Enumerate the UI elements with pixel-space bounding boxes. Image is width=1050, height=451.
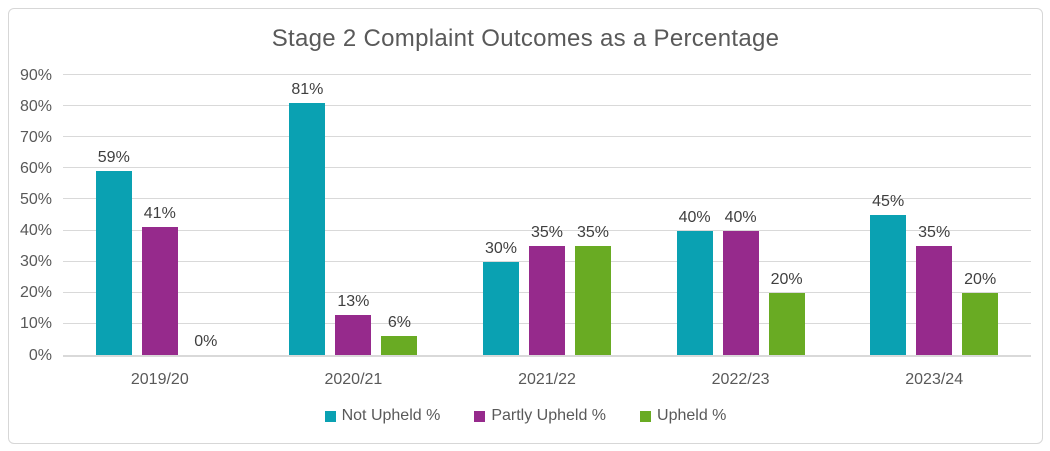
data-label: 0% (194, 333, 218, 350)
x-axis-label-2019-20: 2019/20 (130, 371, 189, 388)
x-axis-label-2023-24: 2023/24 (905, 371, 964, 388)
bar-cell: 41% (141, 205, 178, 355)
bar-group-2019-20: 59% 41% 0% (63, 77, 257, 355)
bar-cell: 30% (482, 239, 519, 355)
chart-card: Stage 2 Complaint Outcomes as a Percenta… (8, 8, 1043, 444)
bar-group-2022-23: 40% 40% 20% (644, 77, 838, 355)
y-tick-label-90: 90% (19, 66, 52, 84)
data-label: 13% (337, 292, 370, 310)
gridline-90 (63, 74, 1031, 75)
legend-label: Partly Upheld % (491, 407, 607, 424)
y-tick-label-40: 40% (19, 222, 52, 240)
bar-upheld-2020-21[interactable] (381, 336, 418, 355)
data-label: 20% (964, 270, 997, 288)
bar-cell: 81% (289, 81, 326, 355)
y-tick-label-60: 60% (19, 159, 52, 177)
legend-swatch-icon (474, 410, 486, 422)
bar-upheld-2021-22[interactable] (574, 246, 611, 355)
y-tick-label-0: 0% (28, 346, 52, 364)
chart-title: Stage 2 Complaint Outcomes as a Percenta… (271, 25, 780, 52)
y-tick-label-30: 30% (19, 253, 52, 271)
bar-not-upheld-2023-24[interactable] (870, 215, 907, 355)
bar-cell: 35% (916, 224, 953, 355)
x-axis-labels: 2019/20 2020/21 2021/22 2022/23 2023/24 (63, 371, 1031, 389)
bar-not-upheld-2022-23[interactable] (676, 230, 713, 355)
legend-label: Upheld % (657, 407, 727, 424)
bar-partly-upheld-2023-24[interactable] (916, 246, 953, 355)
bar-cell: 40% (722, 208, 759, 355)
data-label: 41% (143, 205, 176, 223)
bar-group-2021-22: 30% 35% 35% (450, 77, 644, 355)
bar-not-upheld-2019-20[interactable] (95, 171, 132, 355)
bar-group-2023-24: 45% 35% 20% (837, 77, 1031, 355)
bar-partly-upheld-2021-22[interactable] (528, 246, 565, 355)
bar-cell: 13% (335, 292, 372, 355)
y-tick-label-10: 10% (19, 315, 52, 333)
gridline-50 (63, 198, 1031, 200)
data-label: 20% (770, 270, 803, 288)
bar-group-2020-21: 81% 13% 6% (257, 77, 451, 355)
data-label: 81% (291, 81, 324, 98)
bar-groups-container: 59% 41% 0% 81% 13% 6% 30% 35% 35% 40% 40% 20% 45% 35%… (63, 77, 1031, 355)
bar-cell: 6% (381, 314, 418, 355)
bar-cell: 20% (768, 270, 805, 355)
legend-swatch-icon (640, 410, 652, 422)
y-tick-label-50: 50% (19, 190, 52, 208)
gridline-80 (63, 105, 1031, 107)
bar-cell: 20% (962, 270, 999, 355)
y-tick-label-80: 80% (19, 97, 52, 115)
bar-cell: 40% (676, 208, 713, 355)
x-axis-label-2022-23: 2022/23 (711, 371, 770, 388)
gridline-60 (63, 167, 1031, 169)
gridline-70 (63, 136, 1031, 138)
data-label: 35% (576, 224, 609, 242)
y-tick-label-20: 20% (19, 284, 52, 302)
bar-upheld-2023-24[interactable] (962, 292, 999, 355)
bar-cell: 0% (188, 333, 224, 355)
y-tick-label-70: 70% (19, 128, 52, 146)
chart-legend: Not Upheld % Partly Upheld % Upheld % (9, 407, 1042, 425)
bar-cell: 59% (95, 149, 132, 355)
plot-area: 0% 10% 20% 30% 40% 50% 60% 70% 80% 90% 59% 41% 0% 81… (20, 67, 1031, 364)
gridline-40 (63, 229, 1031, 231)
x-axis-label-2020-21: 2020/21 (324, 371, 383, 388)
legend-item-upheld-[interactable]: Upheld % (640, 407, 726, 425)
data-label: 30% (484, 239, 517, 257)
bar-cell: 35% (528, 224, 565, 355)
bar-cell: 45% (870, 193, 907, 355)
data-label: 35% (530, 224, 563, 242)
data-label: 59% (97, 149, 130, 167)
data-label: 35% (918, 224, 951, 242)
legend-item-partly-upheld-[interactable]: Partly Upheld % (474, 407, 606, 425)
data-label: 40% (724, 208, 757, 226)
data-label: 45% (872, 193, 905, 210)
bar-partly-upheld-2022-23[interactable] (722, 230, 759, 355)
legend-swatch-icon (324, 410, 336, 422)
legend-item-not-upheld-[interactable]: Not Upheld % (324, 407, 441, 425)
data-label: 40% (678, 208, 711, 226)
bar-upheld-2022-23[interactable] (768, 292, 805, 355)
bar-not-upheld-2020-21[interactable] (289, 103, 326, 355)
bar-partly-upheld-2020-21[interactable] (335, 314, 372, 355)
bar-cell: 35% (574, 224, 611, 355)
bar-partly-upheld-2019-20[interactable] (141, 227, 178, 355)
data-label: 6% (387, 314, 411, 332)
bar-not-upheld-2021-22[interactable] (482, 261, 519, 355)
x-axis-label-2021-22: 2021/22 (518, 371, 576, 388)
legend-label: Not Upheld % (341, 407, 441, 424)
